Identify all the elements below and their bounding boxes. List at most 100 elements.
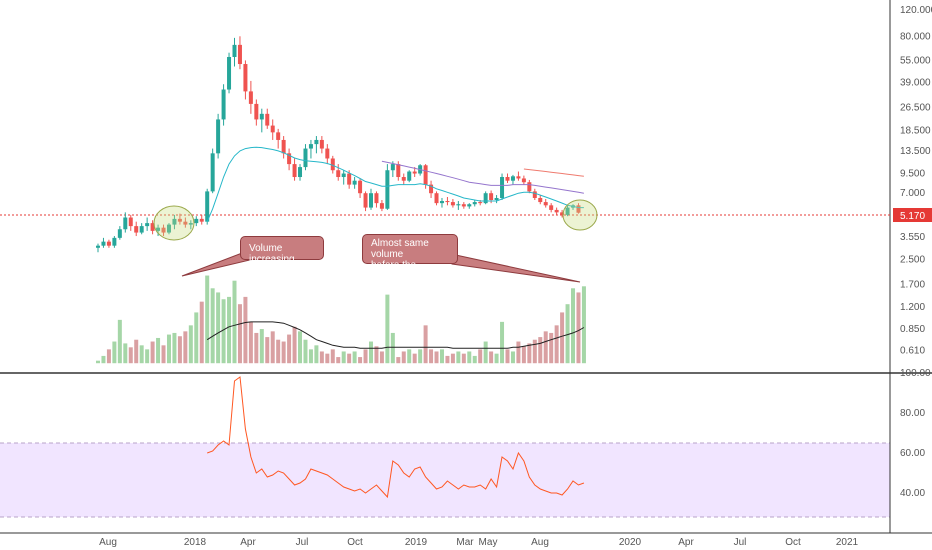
volume-bar (363, 349, 368, 364)
volume-bar (494, 353, 499, 364)
volume-bar (150, 341, 155, 364)
candle-body (330, 158, 335, 171)
candle-body (390, 164, 395, 171)
breakout-highlight-1 (153, 205, 195, 241)
candle-body (281, 139, 286, 154)
time-axis-label: Oct (785, 537, 801, 548)
volume-bar (347, 353, 352, 364)
candle-body (532, 191, 537, 198)
volume-bar (232, 280, 237, 364)
price-axis-label: 1.200 (900, 302, 925, 313)
candle-body (456, 204, 461, 206)
volume-bar (456, 351, 461, 364)
rsi-axis[interactable]: 100.00 80.00 60.00 40.00 (900, 368, 931, 499)
price-axis-label: 7.000 (900, 188, 925, 199)
candle-body (101, 241, 106, 246)
candle-body (543, 202, 548, 206)
rsi-axis-label: 100.00 (900, 368, 931, 379)
breakout-note-line-2: before the breakout (371, 260, 417, 282)
candle-body (500, 177, 505, 198)
volume-bar (543, 331, 548, 364)
time-axis-label: Mar (456, 537, 474, 548)
volume-bar (532, 339, 537, 364)
volume-bar (210, 288, 215, 364)
price-axis-label: 3.550 (900, 232, 925, 243)
volume-bar (243, 296, 248, 364)
candle-body (374, 193, 379, 204)
candle-body (112, 237, 117, 246)
volume-bar (554, 325, 559, 364)
price-axis-label: 26.500 (900, 102, 931, 113)
candle-body (177, 218, 182, 222)
volume-bar (248, 321, 253, 364)
candle-body (156, 227, 161, 231)
volume-bar (527, 343, 532, 364)
price-axis-label: 0.850 (900, 324, 925, 335)
price-axis-label: 0.610 (900, 345, 925, 356)
candle-body (319, 139, 324, 149)
candle-body (227, 56, 232, 90)
volume-bar (489, 351, 494, 364)
volume-bar (407, 349, 412, 364)
volume-bar (314, 345, 319, 364)
price-axis-label: 18.500 (900, 126, 931, 137)
time-axis-label: Aug (531, 537, 549, 548)
time-axis-label: May (479, 537, 498, 548)
candle-body (292, 164, 297, 178)
candle-body (494, 197, 499, 200)
time-axis-label: 2018 (184, 537, 207, 548)
price-axis-label: 80.000 (900, 31, 931, 42)
volume-bar (467, 351, 472, 364)
moving-average-2-line (381, 160, 584, 194)
volume-bar (478, 349, 483, 364)
volume-bar (139, 345, 144, 364)
volume-bar (423, 325, 428, 364)
candle-body (461, 204, 466, 207)
time-axis-label: 2020 (619, 537, 642, 548)
volume-bar (166, 334, 171, 364)
candle-body (106, 241, 111, 246)
candle-body (183, 221, 188, 225)
volume-bar (145, 349, 150, 364)
candle-body (363, 193, 368, 208)
candle-body (276, 132, 281, 140)
volume-bar (281, 341, 286, 364)
price-axis-label: 2.500 (900, 255, 925, 266)
time-axis-label: Apr (678, 537, 694, 548)
candle-body (489, 193, 494, 200)
candle-body (510, 176, 515, 181)
candle-body (478, 202, 483, 204)
volume-bar (199, 301, 204, 364)
volume-bar (221, 299, 226, 364)
time-axis[interactable]: Aug 2018 Apr Jul Oct 2019 Mar May Aug 2020 Apr Jul O… (99, 537, 858, 548)
volume-bar (319, 351, 324, 364)
volume-bar (287, 334, 292, 364)
volume-bar (106, 349, 111, 364)
volume-bar (483, 341, 488, 364)
volume-bar (303, 339, 308, 364)
price-axis[interactable]: 120.000 80.000 55.000 39.000 26.500 18.500 13.… (900, 5, 932, 356)
candle-body (172, 218, 177, 225)
candle-body (396, 164, 401, 178)
candle-body (554, 209, 559, 213)
candle-body (385, 170, 390, 209)
candle-body (194, 218, 199, 224)
candle-body (221, 89, 226, 120)
candle-body (412, 171, 417, 174)
volume-bar (385, 294, 390, 364)
volume-bar (128, 347, 133, 364)
candle-body (336, 170, 341, 178)
time-axis-label: Jul (296, 537, 309, 548)
candle-body (166, 224, 171, 233)
volume-bar (516, 341, 521, 364)
volume-note[interactable]: Volume increasing (240, 236, 324, 265)
volume-bar (434, 351, 439, 364)
candle-body (483, 193, 488, 204)
volume-bar (374, 346, 379, 364)
candle-body (287, 153, 292, 165)
volume-bar (358, 357, 363, 364)
candle-body (205, 191, 210, 222)
volume-bar (292, 326, 297, 364)
breakout-note[interactable]: Almost same volume before the breakout (362, 234, 458, 282)
candle-body (341, 173, 346, 178)
